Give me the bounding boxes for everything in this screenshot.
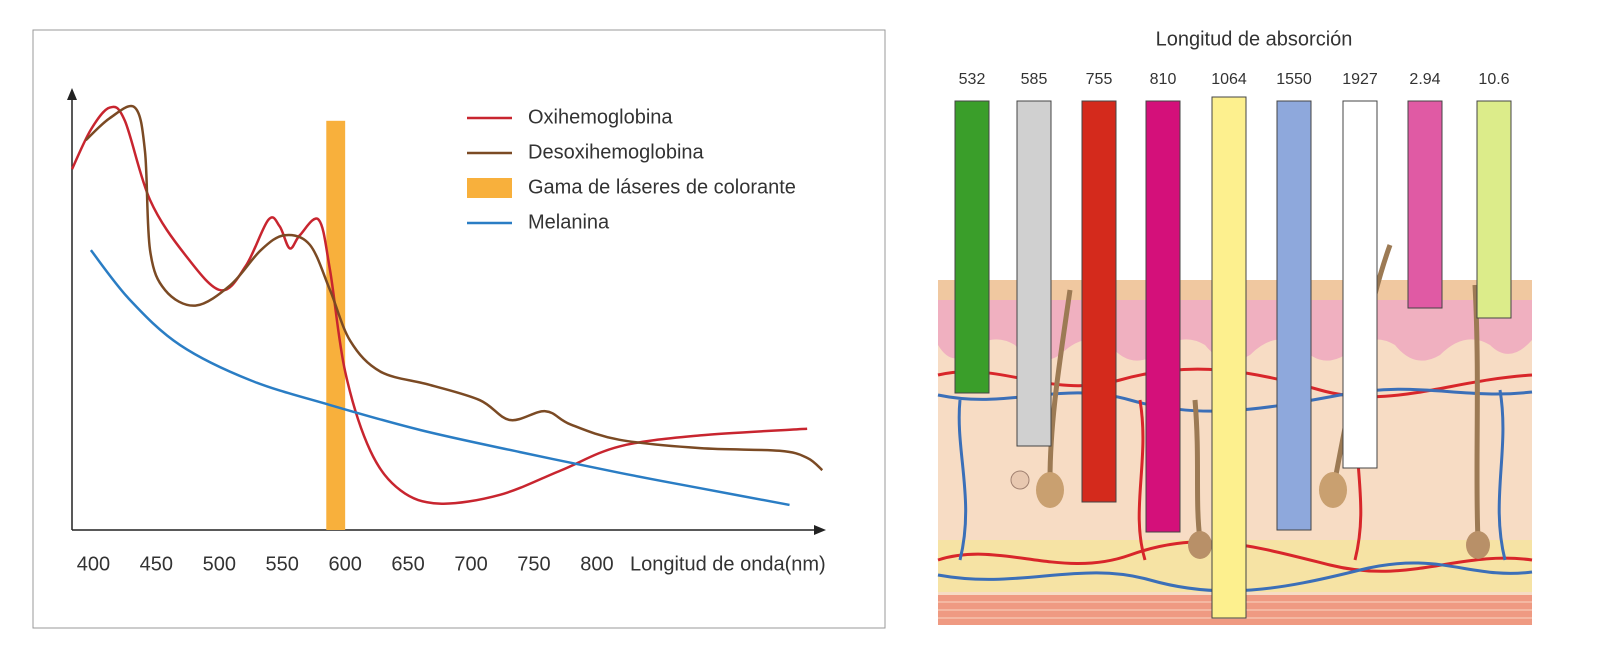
x-tick-label: 800	[580, 553, 613, 575]
x-axis-label: Longitud de onda(nm)	[630, 553, 826, 575]
legend-label: Gama de láseres de colorante	[528, 176, 796, 198]
laser-label: 1064	[1211, 71, 1247, 88]
x-tick-label: 500	[203, 553, 236, 575]
diagram-title: Longitud de absorción	[1156, 28, 1353, 50]
laser-beam	[1145, 100, 1181, 533]
laser-beam	[1342, 100, 1378, 469]
laser-label: 810	[1150, 71, 1177, 88]
laser-beam	[1211, 96, 1247, 619]
laser-beam	[954, 100, 990, 394]
x-tick-label: 750	[517, 553, 550, 575]
legend-label: Melanina	[528, 211, 610, 233]
x-arrow	[814, 525, 826, 535]
line	[89, 249, 790, 507]
x-tick-label: 400	[77, 553, 110, 575]
line	[84, 104, 824, 472]
laser-label: 1927	[1342, 71, 1378, 88]
y-arrow	[67, 88, 77, 100]
laser-label: 755	[1086, 71, 1113, 88]
line	[70, 105, 808, 505]
laser-beam	[1476, 100, 1512, 319]
laser-beam	[1407, 100, 1443, 309]
x-tick-label: 650	[391, 553, 424, 575]
legend-label: Oxihemoglobina	[528, 106, 673, 128]
chart-frame	[32, 29, 886, 629]
legend-swatch	[467, 178, 512, 198]
laser-label: 585	[1021, 71, 1048, 88]
plot: Longitud de onda(nm) 400 450 500 550 600 650 7…	[67, 88, 826, 575]
laser-label: 532	[959, 71, 986, 88]
x-tick-label: 700	[454, 553, 487, 575]
laser-label: 1550	[1276, 71, 1312, 88]
legend-label: Desoxihemoglobina	[528, 141, 705, 163]
laser-band	[326, 120, 346, 531]
laser-beam	[1081, 100, 1117, 503]
laser-beam	[1276, 100, 1312, 531]
laser-beam	[1016, 100, 1052, 447]
x-tick-label: 550	[266, 553, 299, 575]
x-tick-label: 450	[140, 553, 173, 575]
x-tick-label: 600	[328, 553, 361, 575]
laser-label: 10.6	[1478, 71, 1509, 88]
laser-label: 2.94	[1409, 71, 1440, 88]
